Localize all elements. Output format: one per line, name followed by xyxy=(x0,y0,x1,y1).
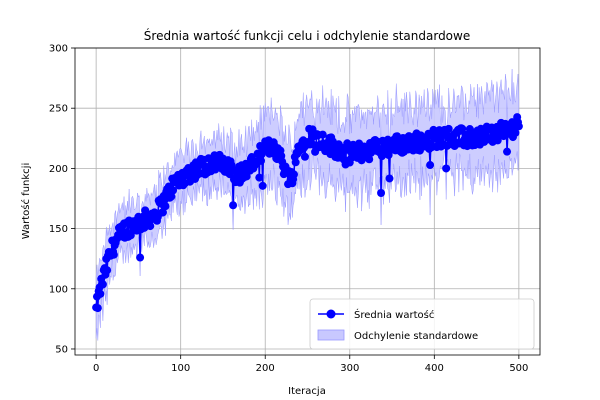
mean-marker-layer xyxy=(92,113,523,313)
mean-point xyxy=(514,122,523,131)
mean-point xyxy=(257,156,265,165)
mean-point xyxy=(503,147,512,156)
x-tick-label: 100 xyxy=(171,363,190,374)
legend-band-label: Odchylenie standardowe xyxy=(354,331,478,342)
mean-point xyxy=(300,152,309,161)
x-tick-label: 300 xyxy=(340,363,359,374)
y-tick-label: 250 xyxy=(49,104,68,115)
mean-point xyxy=(146,222,155,231)
x-axis-label: Iteracja xyxy=(288,386,326,397)
x-tick-label: 500 xyxy=(509,363,528,374)
y-tick-label: 150 xyxy=(49,224,68,235)
legend-mean-marker xyxy=(326,309,336,319)
mean-point xyxy=(167,192,176,201)
legend: Średnia wartość Odchylenie standardowe xyxy=(309,298,535,350)
y-tick-label: 200 xyxy=(49,164,68,175)
x-tick-label: 0 xyxy=(93,363,99,374)
mean-point xyxy=(385,174,394,183)
chart-title: Średnia wartość funkcji celu i odchyleni… xyxy=(144,28,470,43)
mean-point xyxy=(93,304,102,313)
mean-point xyxy=(458,124,467,133)
mean-point xyxy=(442,164,451,173)
mean-point xyxy=(229,201,238,210)
x-tick-label: 200 xyxy=(256,363,275,374)
mean-point xyxy=(318,130,327,139)
legend-box xyxy=(309,298,535,350)
mean-point xyxy=(511,128,520,137)
mean-point xyxy=(289,170,298,179)
mean-point xyxy=(109,250,118,259)
tick-layer: 0 100 200 300 400 500 50 100 150 200 250 300 xyxy=(49,44,529,375)
mean-point xyxy=(158,208,167,217)
plot-frame xyxy=(74,47,541,356)
mean-point xyxy=(169,186,178,195)
mean-point xyxy=(96,289,105,298)
y-tick-label: 50 xyxy=(55,344,68,355)
mean-point xyxy=(365,155,374,164)
mean-point xyxy=(377,189,386,198)
y-tick-label: 300 xyxy=(49,44,68,55)
mean-point xyxy=(255,173,264,182)
mean-point xyxy=(444,124,453,133)
y-tick-label: 100 xyxy=(49,284,68,295)
legend-band-swatch xyxy=(317,329,345,341)
mean-point xyxy=(136,253,145,262)
mean-point xyxy=(103,266,112,275)
mean-point xyxy=(258,181,267,190)
mean-point xyxy=(291,158,300,167)
x-tick-label: 400 xyxy=(425,363,444,374)
y-axis-label: Wartość funkcji xyxy=(20,163,32,239)
mean-point xyxy=(161,202,170,211)
mean-point xyxy=(98,280,107,289)
mean-point xyxy=(426,161,435,170)
legend-mean-label: Średnia wartość xyxy=(354,308,434,321)
